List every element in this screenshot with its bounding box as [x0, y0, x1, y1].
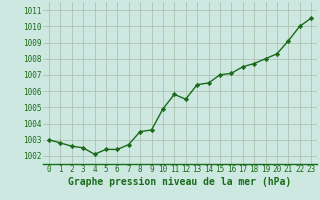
X-axis label: Graphe pression niveau de la mer (hPa): Graphe pression niveau de la mer (hPa): [68, 177, 292, 187]
